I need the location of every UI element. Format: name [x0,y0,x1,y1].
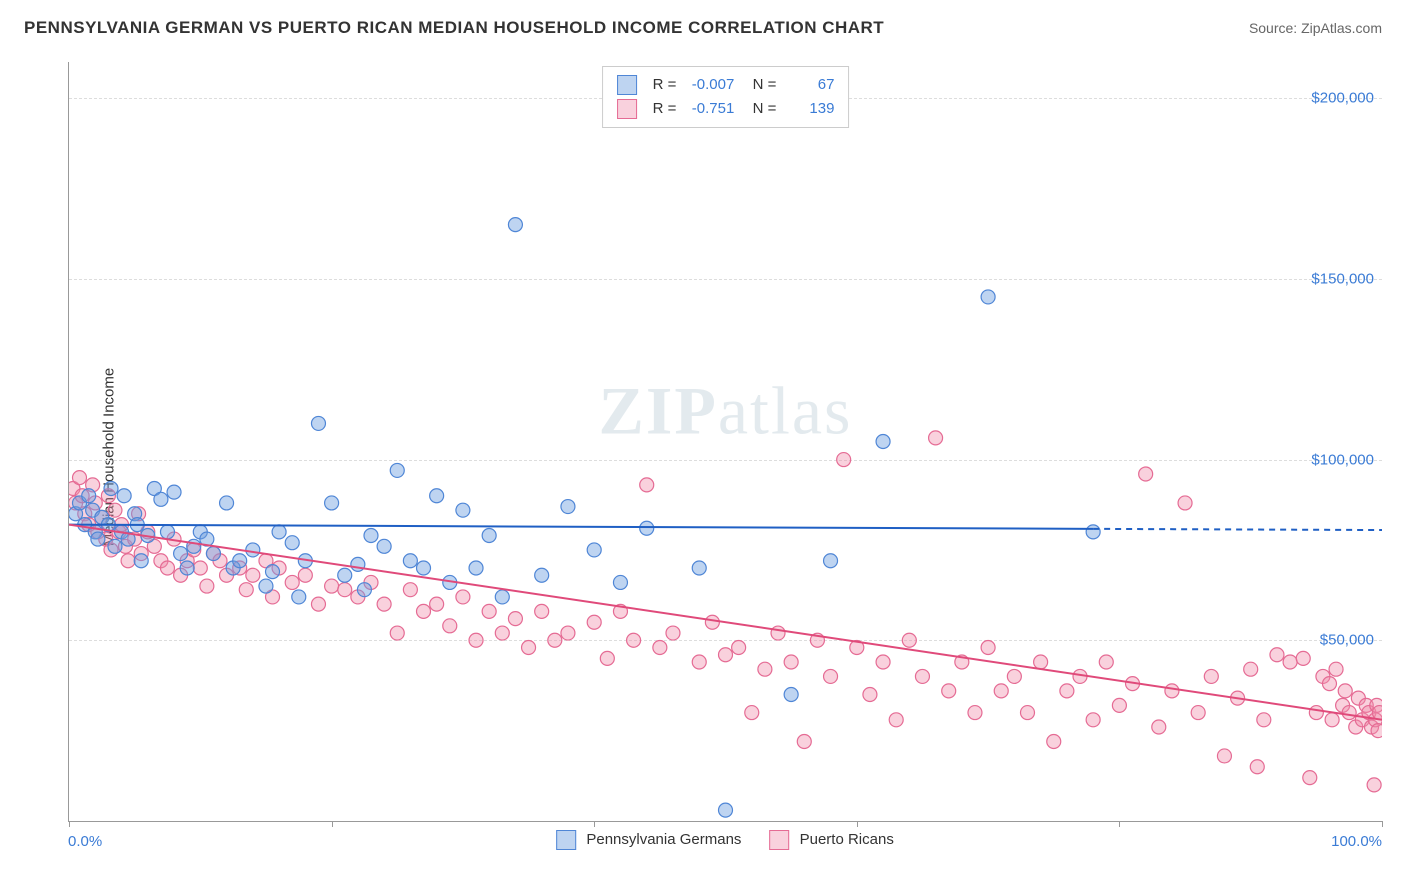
x-max-label: 100.0% [1331,833,1382,850]
stats-row-series-1: R =-0.007 N =67 [617,73,835,97]
legend-label-1: Pennsylvania Germans [586,831,741,848]
x-min-label: 0.0% [68,833,102,850]
swatch-series-2 [617,99,637,119]
x-axis-labels: 0.0% Pennsylvania Germans Puerto Ricans … [68,826,1382,850]
legend-swatch-2 [769,830,789,850]
source-credit: Source: ZipAtlas.com [1249,20,1382,36]
x-tick [1382,821,1383,827]
chart-title: PENNSYLVANIA GERMAN VS PUERTO RICAN MEDI… [24,18,884,38]
plot-area: R =-0.007 N =67 R =-0.751 N =139 ZIPatla… [68,62,1382,822]
legend-label-2: Puerto Ricans [800,831,894,848]
swatch-series-1 [617,75,637,95]
legend-item-1: Pennsylvania Germans [556,830,741,850]
stats-row-series-2: R =-0.751 N =139 [617,97,835,121]
legend-item-2: Puerto Ricans [769,830,893,850]
legend: Pennsylvania Germans Puerto Ricans [556,830,894,850]
correlation-stats-box: R =-0.007 N =67 R =-0.751 N =139 [602,66,850,128]
chart-container: Median Household Income R =-0.007 N =67 … [24,52,1382,862]
trend-lines-layer [69,62,1382,821]
legend-swatch-1 [556,830,576,850]
